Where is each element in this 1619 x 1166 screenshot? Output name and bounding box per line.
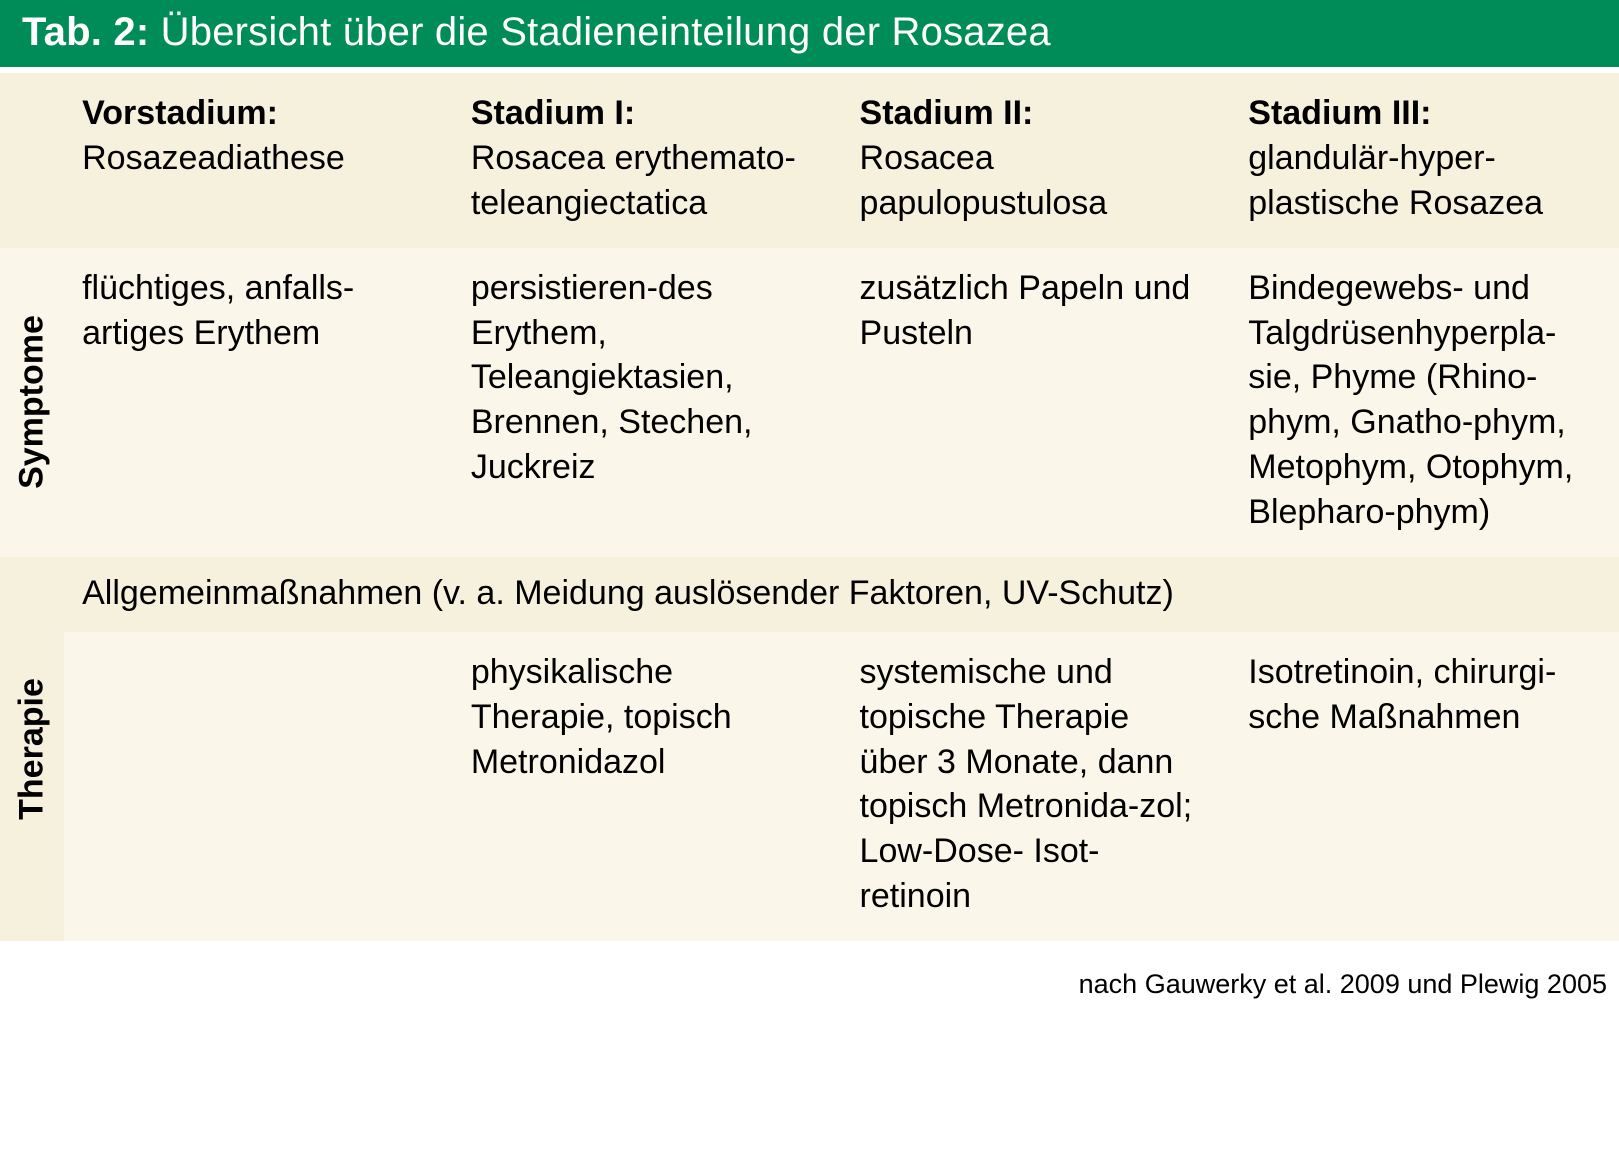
therapie-stadium-3: Isotretinoin, chirurgi-sche Maßnahmen (1230, 632, 1619, 941)
staging-table: Vorstadium: Rosazeadiathese Stadium I: R… (0, 67, 1619, 947)
symptome-row: Symptome flüchtiges, anfalls-artiges Ery… (0, 248, 1619, 557)
col-head-bold: Vorstadium: (82, 94, 278, 132)
col-head-plain: glandulär-hyper-plastische Rosazea (1248, 139, 1543, 222)
col-head-stadium-2: Stadium II: Rosacea papulopustulosa (842, 73, 1231, 248)
col-head-vorstadium: Vorstadium: Rosazeadiathese (64, 73, 453, 248)
table-title-text: Übersicht über die Stadieneinteilung der… (161, 10, 1051, 54)
symptome-stadium-2: zusätzlich Papeln und Pusteln (842, 248, 1231, 557)
col-head-bold: Stadium III: (1248, 94, 1431, 132)
table-title-bar: Tab. 2: Übersicht über die Stadieneintei… (0, 0, 1619, 67)
corner-cell (0, 73, 64, 248)
therapie-stadium-2: systemische und topische Therapie über 3… (842, 632, 1231, 941)
therapie-general-row: Therapie Allgemeinmaßnahmen (v. a. Meidu… (0, 557, 1619, 632)
row-label-therapie: Therapie (0, 557, 64, 941)
therapie-vorstadium (64, 632, 453, 941)
symptome-stadium-3: Bindegewebs- und Talgdrüsenhyperpla-sie,… (1230, 248, 1619, 557)
source-credit: nach Gauwerky et al. 2009 und Plewig 200… (0, 947, 1619, 1006)
row-label-symptome: Symptome (0, 248, 64, 557)
col-head-stadium-1: Stadium I: Rosacea erythemato-teleangiec… (453, 73, 842, 248)
row-label-text: Therapie (10, 678, 55, 820)
row-label-text: Symptome (10, 315, 55, 489)
therapie-stadium-1: physikalische Therapie, topisch Metronid… (453, 632, 842, 941)
col-head-stadium-3: Stadium III: glandulär-hyper-plastische … (1230, 73, 1619, 248)
table-number: Tab. 2: (22, 10, 149, 54)
col-head-bold: Stadium I: (471, 94, 635, 132)
col-head-bold: Stadium II: (860, 94, 1034, 132)
header-row: Vorstadium: Rosazeadiathese Stadium I: R… (0, 73, 1619, 248)
col-head-plain: Rosacea erythemato-teleangiectatica (471, 139, 796, 222)
col-head-plain: Rosacea papulopustulosa (860, 139, 1108, 222)
therapie-row: physikalische Therapie, topisch Metronid… (0, 632, 1619, 941)
symptome-vorstadium: flüchtiges, anfalls-artiges Erythem (64, 248, 453, 557)
symptome-stadium-1: persistieren-des Erythem, Teleangiektasi… (453, 248, 842, 557)
col-head-plain: Rosazeadiathese (82, 139, 345, 177)
therapie-general: Allgemeinmaßnahmen (v. a. Meidung auslös… (64, 557, 1619, 632)
table-container: Tab. 2: Übersicht über die Stadieneintei… (0, 0, 1619, 1006)
